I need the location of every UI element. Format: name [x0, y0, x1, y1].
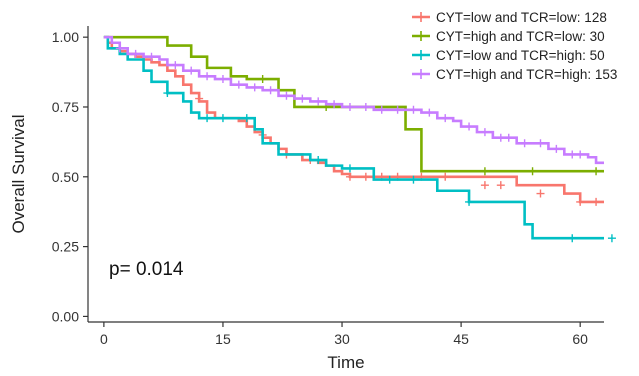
censor-mark [504, 133, 513, 142]
y-tick-label: 1.00 [52, 29, 79, 45]
y-axis-ticks: 0.00 0.25 0.50 0.75 1.00 [52, 29, 88, 324]
y-axis-title: Overall Survival [9, 114, 28, 233]
survival-curve-3 [103, 35, 604, 240]
censor-mark [568, 234, 577, 243]
censor-mark [345, 102, 354, 111]
censor-mark [361, 102, 370, 111]
p-value-annotation: p= 0.014 [109, 259, 184, 280]
censor-mark [218, 114, 227, 123]
censor-mark [187, 66, 196, 75]
censor-mark [171, 61, 180, 70]
survival-curve-4 [103, 35, 604, 165]
censor-mark [425, 108, 434, 117]
survival-curve-1 [103, 35, 604, 204]
censor-mark [592, 167, 601, 176]
censor-mark [282, 91, 291, 100]
censor-mark [441, 114, 450, 123]
legend-swatch-cross [416, 12, 426, 22]
legend-entry: CYT=high and TCR=high: 153 [436, 67, 617, 82]
censor-mark [330, 100, 339, 109]
censor-mark [195, 94, 204, 103]
legend-entry: CYT=high and TCR=low: 30 [436, 29, 605, 44]
censor-mark [480, 167, 489, 176]
censor-mark [385, 175, 394, 184]
censor-mark [480, 128, 489, 137]
censor-mark [314, 97, 323, 106]
censor-mark [409, 175, 418, 184]
censor-mark [266, 86, 275, 95]
censor-mark [592, 197, 601, 206]
censor-mark [131, 49, 140, 58]
censor-mark [361, 172, 370, 181]
censor-mark [441, 172, 450, 181]
x-tick-label: 15 [215, 331, 231, 347]
censor-mark [234, 80, 243, 89]
x-tick-label: 60 [572, 331, 588, 347]
x-tick-label: 30 [334, 331, 350, 347]
censor-mark [409, 105, 418, 114]
legend-entry: CYT=low and TCR=high: 50 [436, 48, 605, 63]
censor-mark [552, 144, 561, 153]
censor-mark [496, 181, 505, 190]
y-tick-label: 0.75 [52, 99, 79, 115]
censor-mark [115, 44, 124, 53]
censor-mark [203, 114, 212, 123]
censor-mark [576, 197, 585, 206]
censor-mark [465, 122, 474, 131]
censor-mark [377, 105, 386, 114]
x-tick-label: 45 [453, 331, 469, 347]
censor-mark [147, 52, 156, 61]
y-tick-label: 0.50 [52, 169, 79, 185]
censor-mark [345, 172, 354, 181]
x-axis-title: Time [327, 353, 364, 372]
censor-mark [163, 89, 172, 98]
censor-mark [242, 114, 251, 123]
legend-entry: CYT=low and TCR=low: 128 [436, 10, 607, 25]
censor-mark [480, 181, 489, 190]
censor-mark [568, 150, 577, 159]
censor-mark [298, 94, 307, 103]
censor-mark [465, 197, 474, 206]
censor-mark [218, 75, 227, 84]
x-tick-label: 0 [100, 331, 108, 347]
legend-swatch-cross [416, 50, 426, 60]
censor-mark [536, 139, 545, 148]
censor-mark [250, 83, 259, 92]
censor-mark [314, 156, 323, 165]
censor-mark [345, 164, 354, 173]
legend: CYT=low and TCR=low: 128 CYT=high and TCR… [412, 10, 617, 82]
censor-mark [393, 105, 402, 114]
censor-mark [528, 167, 537, 176]
censor-mark [607, 234, 616, 243]
legend-swatch-cross [416, 31, 426, 41]
censor-mark [258, 75, 267, 84]
y-tick-label: 0.00 [52, 308, 79, 324]
censor-mark [203, 72, 212, 81]
x-axis-ticks: 0 15 30 45 60 [100, 322, 588, 347]
censor-mark [536, 189, 545, 198]
y-tick-label: 0.25 [52, 239, 79, 255]
legend-swatch-cross [416, 69, 426, 79]
censor-mark [496, 133, 505, 142]
censor-mark [576, 150, 585, 159]
survival-curve-2 [103, 35, 604, 173]
censor-mark [520, 139, 529, 148]
plot-area [103, 35, 616, 243]
